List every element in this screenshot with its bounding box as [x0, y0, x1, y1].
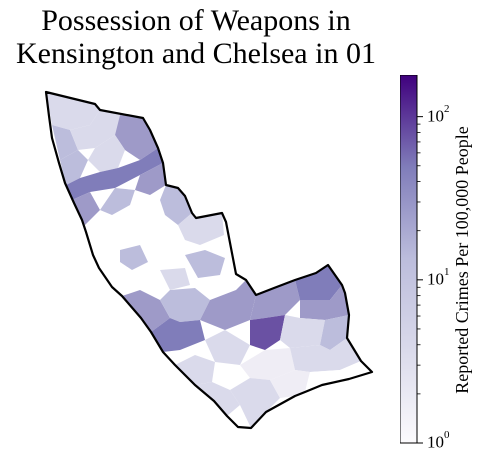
colorbar-label: Reported Crimes Per 100,000 People [452, 90, 474, 430]
title-line-2: Kensington and Chelsea in 01 [0, 37, 392, 70]
colorbar-gradient [400, 75, 417, 443]
colorbar-tick-label: 101 [427, 269, 450, 290]
ward-region [280, 315, 325, 348]
colorbar-tick-label: 102 [427, 106, 450, 127]
map-title: Possession of Weapons in Kensington and … [0, 4, 392, 70]
title-line-1: Possession of Weapons in [0, 4, 392, 37]
colorbar [400, 75, 440, 455]
colorbar-tick-label: 100 [427, 432, 450, 453]
colorbar-ticks [417, 117, 423, 443]
choropleth-map [0, 80, 392, 440]
